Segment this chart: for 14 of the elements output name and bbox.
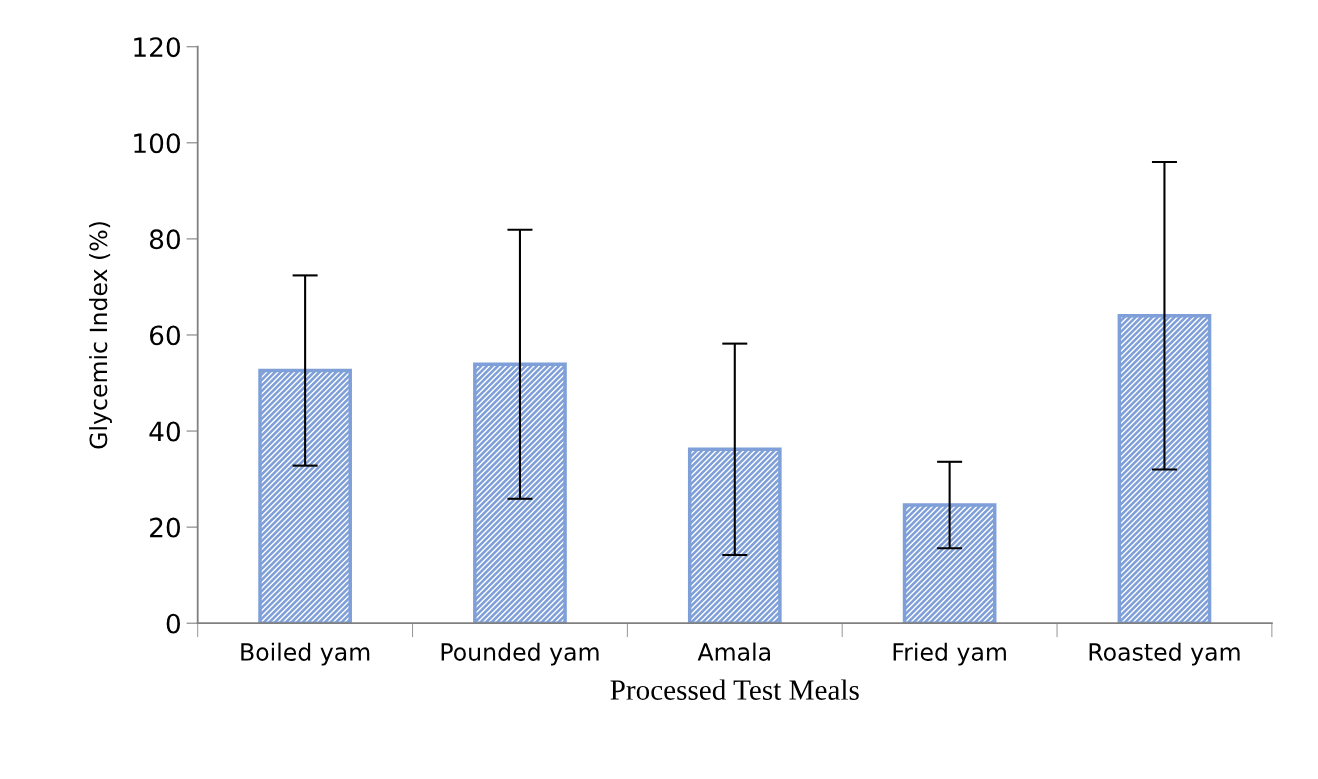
x-tick-label: Fried yam: [893, 642, 1006, 666]
x-tick-label: Roasted yam: [1089, 642, 1240, 666]
x-axis-title: Processed Test Meals: [610, 679, 859, 700]
y-tick-label: 60: [149, 325, 180, 346]
y-axis-title: Glycemic Index (%): [89, 222, 112, 449]
y-tick-label: 40: [149, 421, 180, 442]
x-tick-label: Amala: [697, 642, 770, 661]
y-tick-label: 80: [149, 229, 180, 250]
y-tick-label: 100: [134, 133, 180, 154]
y-tick-label: 0: [166, 613, 180, 634]
y-tick-label: 120: [134, 37, 180, 58]
x-tick-label: Pounded yam: [441, 642, 599, 666]
x-tick-label: Boiled yam: [241, 642, 370, 666]
y-tick-label: 20: [150, 517, 180, 538]
